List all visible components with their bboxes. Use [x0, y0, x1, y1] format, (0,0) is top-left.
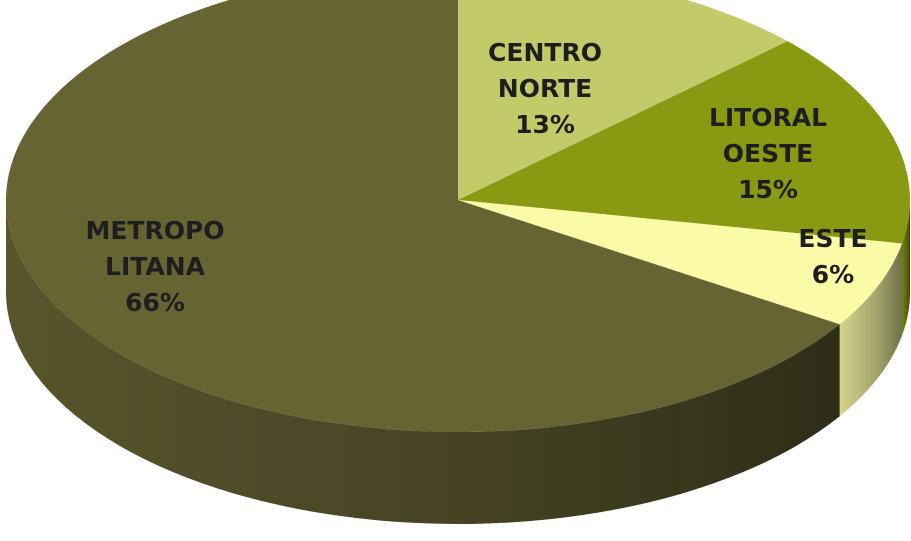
slice-value-label: 13% [515, 110, 575, 139]
slice-label-line: METROPO [85, 216, 224, 245]
slice-value-label: 66% [125, 288, 185, 317]
labels: CENTRO NORTE 13% LITORAL OESTE 15%ESTE 6% METRO… [85, 38, 867, 317]
slice-value-label: 6% [812, 260, 854, 289]
slice-label-line: ESTE [798, 224, 867, 253]
slice [458, 41, 910, 244]
slice-side-shade [901, 200, 910, 336]
slice-label: LITORAL OESTE [709, 103, 827, 168]
slice-label-line: OESTE [723, 139, 813, 168]
slice [6, 0, 840, 432]
slice-side-shade [6, 200, 840, 524]
slice-side-shade [839, 243, 902, 417]
slice-label: ESTE [798, 224, 867, 253]
pie-sides [6, 200, 910, 524]
slice-label-line: LITORAL [709, 103, 827, 132]
slice-label-line: LITANA [105, 252, 206, 281]
slice-value-label: 15% [738, 175, 798, 204]
pie-tops [6, 0, 910, 432]
slice-label-line: NORTE [498, 74, 592, 103]
slice-label: CENTRO NORTE [488, 38, 602, 103]
slice [458, 200, 902, 325]
slice [458, 0, 788, 200]
slice-label: METROPO LITANA [85, 216, 224, 281]
slice-label-line: CENTRO [488, 38, 602, 67]
